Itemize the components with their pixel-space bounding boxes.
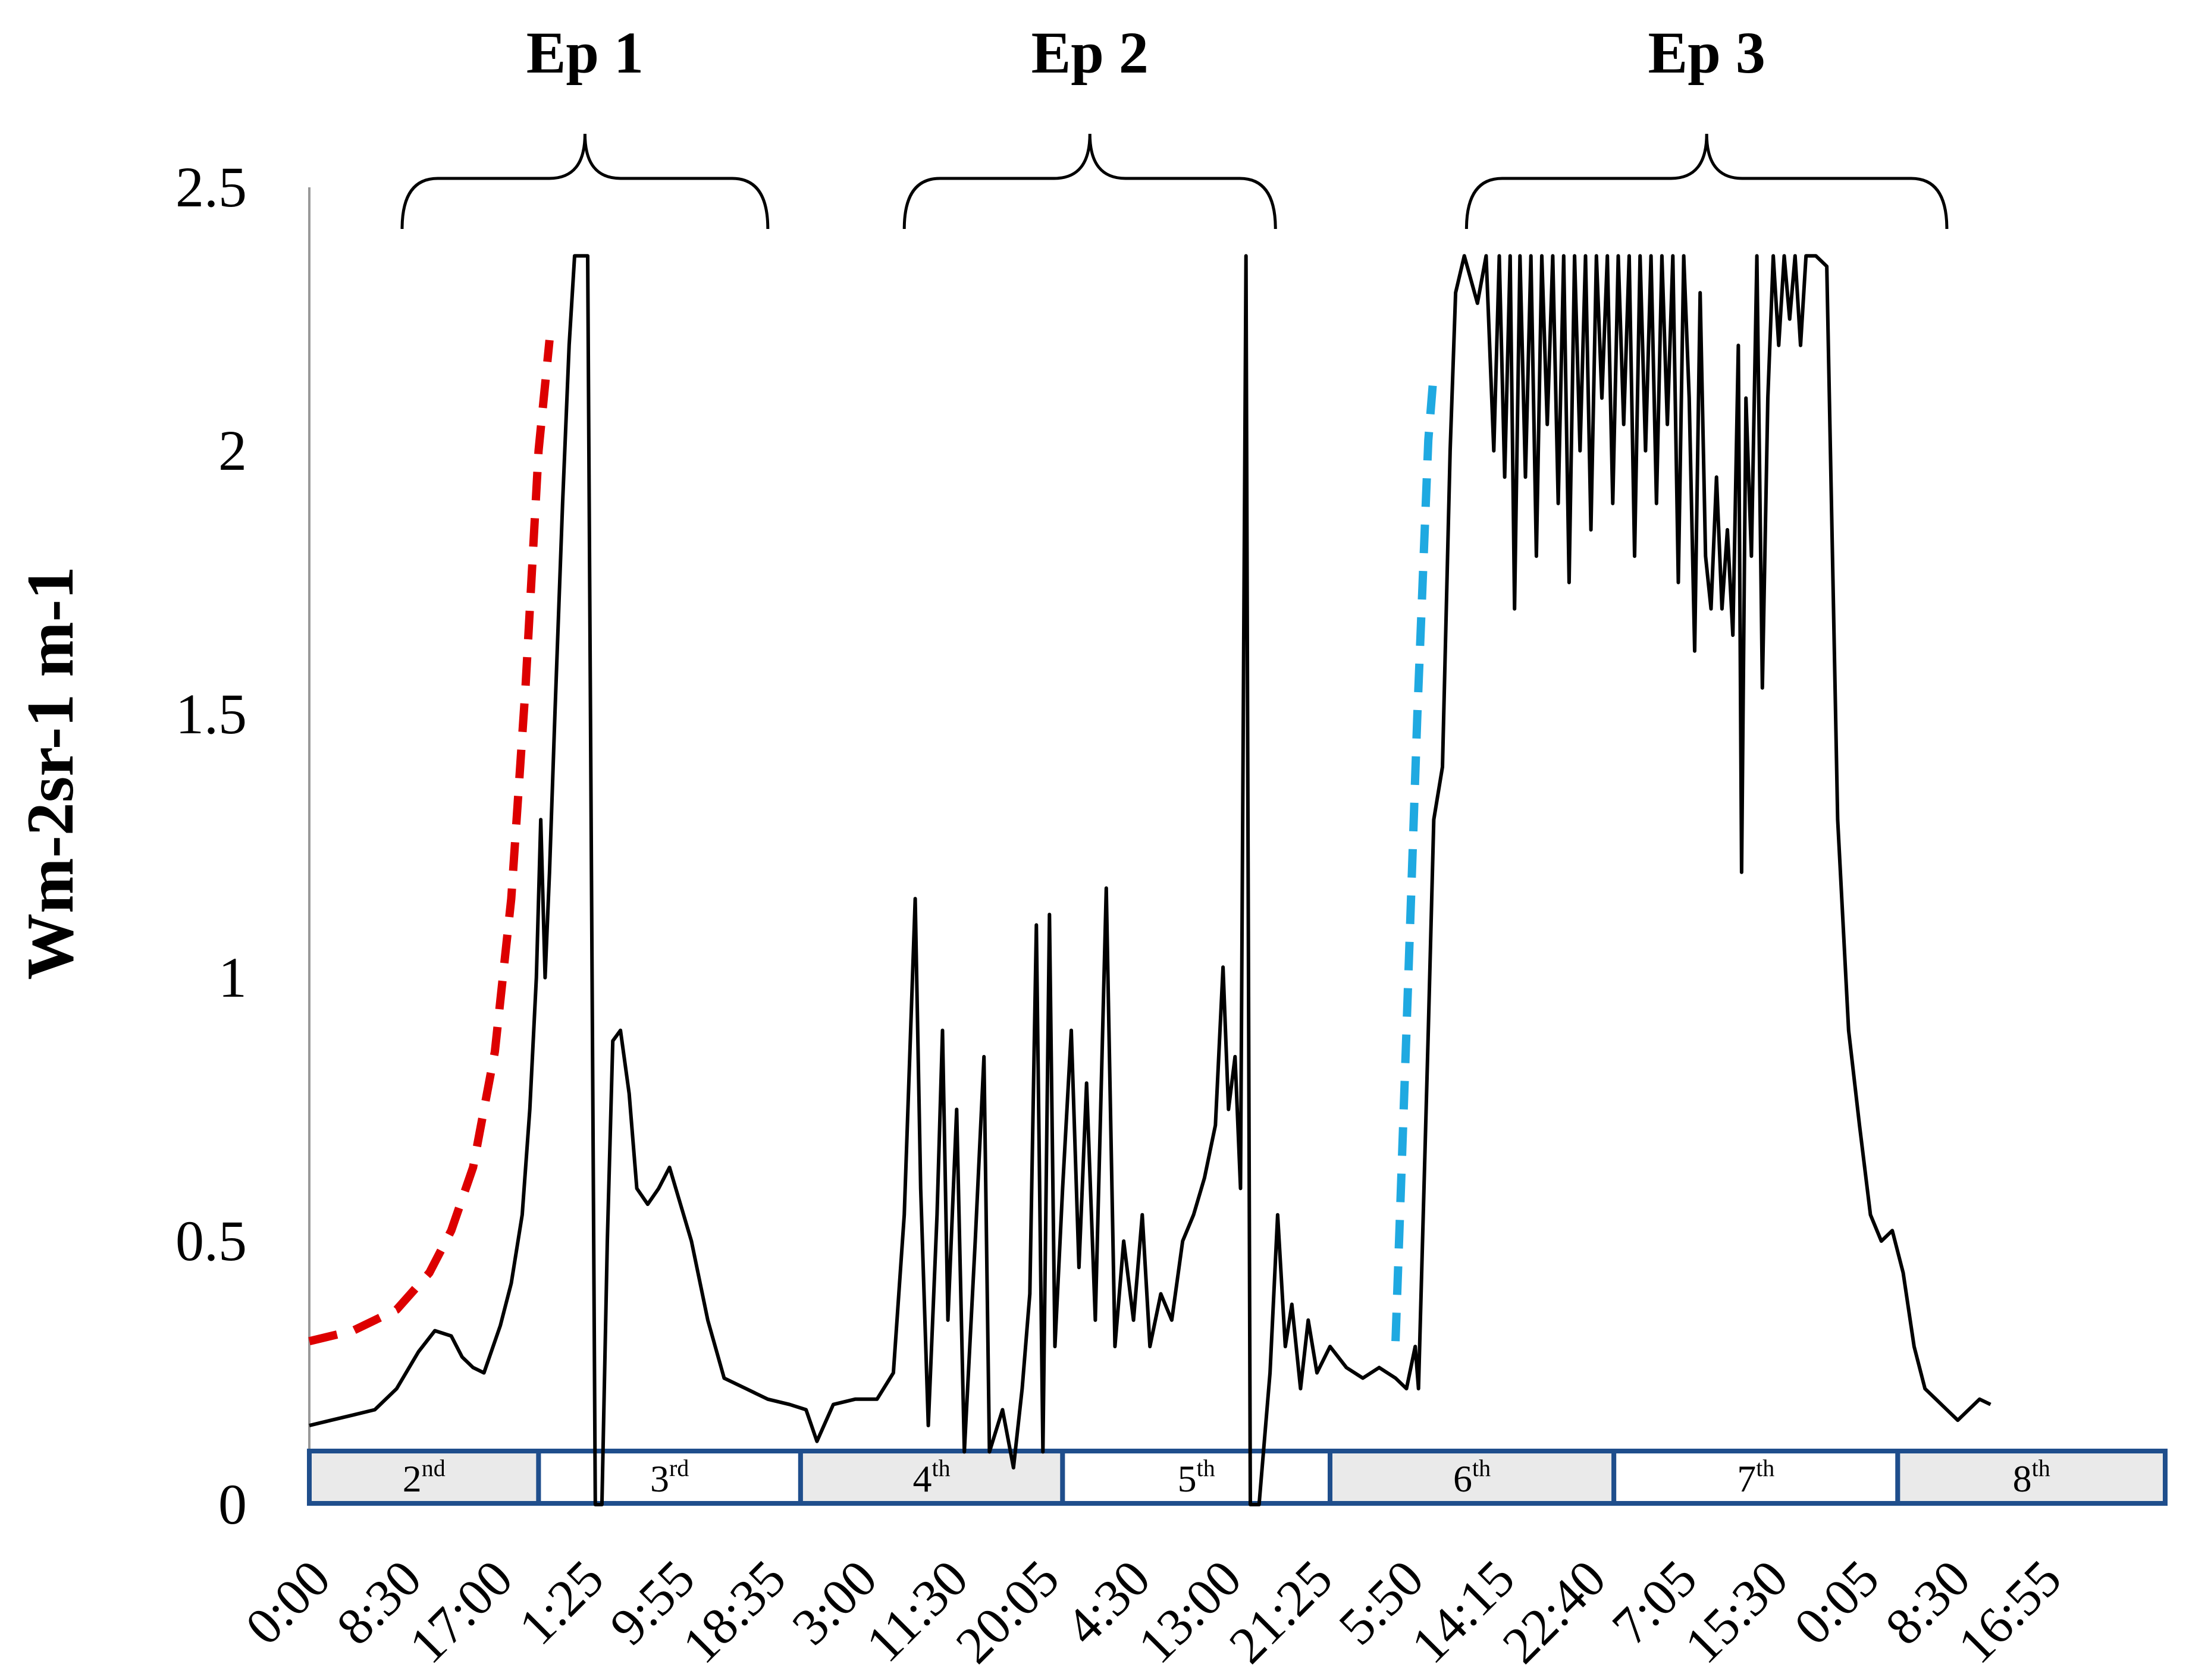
data-series [308,254,1991,1506]
day-suffix: th [2032,1455,2050,1481]
day-label: 3rd [650,1455,689,1500]
day-label: 2nd [403,1455,446,1500]
y-tick-label: 0.5 [175,1209,247,1273]
day-label: 7th [1737,1455,1774,1500]
x-tick-label: 0:00 [235,1550,341,1656]
episode-label: Ep 1 [526,20,644,86]
day-number: 8 [2013,1458,2032,1500]
x-tick-label: 16:55 [1947,1550,2072,1675]
day-suffix: nd [422,1455,446,1481]
episode-label: Ep 3 [1648,20,1765,86]
episode-bracket [400,133,770,230]
y-tick-label: 0 [218,1472,247,1536]
y-tick-label: 1.5 [175,682,247,746]
day-number: 2 [403,1458,422,1500]
x-tick-label: 20:05 [945,1550,1070,1675]
x-tick-label: 11:30 [855,1550,979,1673]
x-tick-label: 21:25 [1219,1550,1344,1675]
x-tick-label: 17:00 [399,1550,523,1675]
day-label: 4th [913,1455,951,1500]
x-tick-label: 0:05 [1784,1550,1890,1656]
series-blue-trend-line [1391,371,1438,1342]
episode-bracket [902,133,1277,230]
y-tick-label: 2.5 [175,155,247,219]
day-suffix: th [932,1455,951,1481]
episode-label: Ep 2 [1031,20,1149,86]
y-tick-label: 2 [218,419,247,482]
day-label: 5th [1178,1455,1215,1500]
series-red-trend-line [308,340,554,1346]
day-bar [1895,1449,2168,1506]
y-tick-label: 1 [218,946,247,1009]
y-axis-ticks: 0 0.5 1 1.5 2 2.5 [175,155,247,1536]
y-axis-label: Wm-2sr-1 m-1 [14,566,87,980]
series-radiance-line [309,254,1991,1506]
x-tick-label: 15:30 [1674,1550,1799,1675]
day-number: 4 [913,1458,932,1500]
day-suffix: th [1197,1455,1215,1481]
day-bars: 2nd 3rd 4th 5th 6th 7th 8th [307,1449,2168,1506]
x-tick-label: 13:00 [1127,1550,1252,1675]
episode-brackets: Ep 1 Ep 2 Ep 3 [400,20,1949,230]
day-suffix: th [1756,1455,1774,1481]
day-number: 3 [650,1458,669,1500]
x-tick-label: 22:40 [1492,1550,1617,1675]
episode-bracket [1464,133,1949,230]
day-label: 8th [2013,1455,2050,1500]
x-axis-ticks: 0:008:3017:001:259:5518:353:0011:3020:05… [235,1550,2072,1675]
day-label: 6th [1453,1455,1491,1500]
day-suffix: rd [669,1455,689,1481]
x-tick-label: 1:25 [508,1550,614,1656]
day-number: 5 [1178,1458,1197,1500]
day-number: 6 [1453,1458,1472,1500]
x-tick-label: 18:35 [672,1550,797,1675]
day-suffix: th [1472,1455,1491,1481]
x-tick-label: 14:15 [1401,1550,1526,1675]
day-number: 7 [1737,1458,1756,1500]
